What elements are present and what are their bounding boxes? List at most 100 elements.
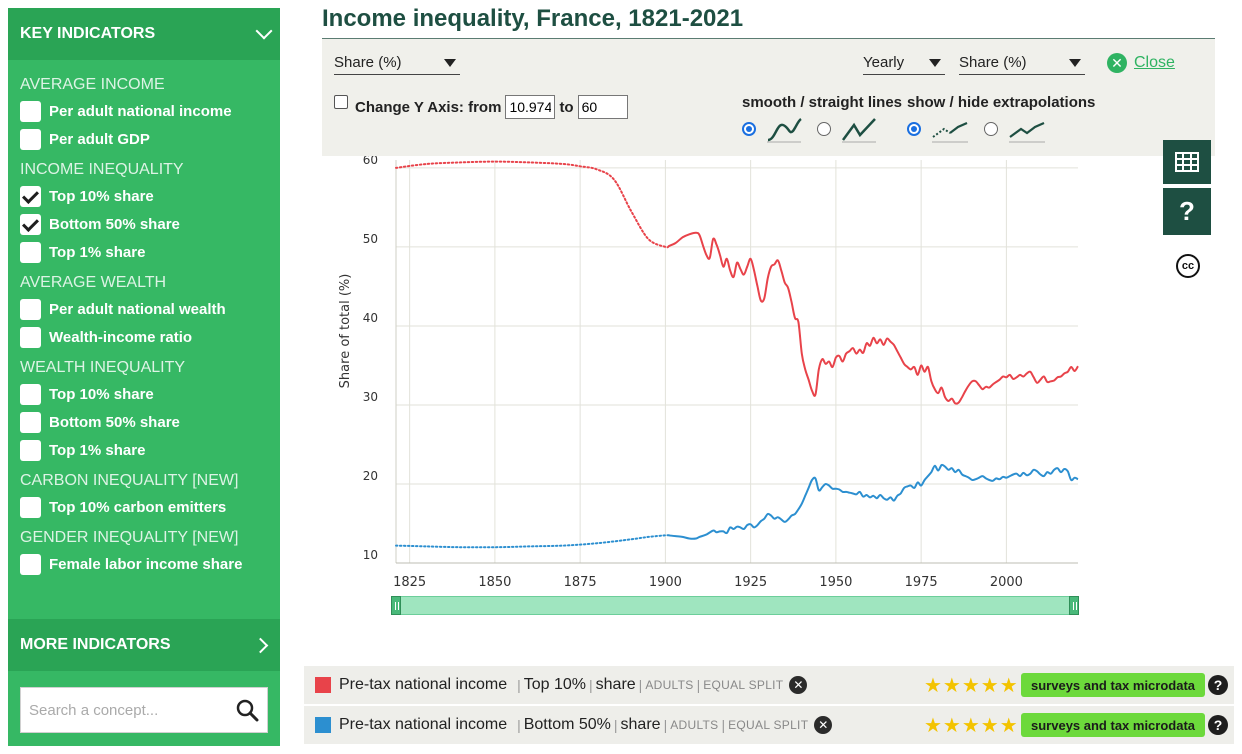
legend-measure: share bbox=[595, 676, 636, 693]
legend-population: ADULTS bbox=[645, 678, 694, 692]
table-icon bbox=[1175, 152, 1199, 172]
checkbox[interactable] bbox=[20, 553, 41, 575]
indicator-item[interactable]: Wealth-income ratio bbox=[8, 323, 280, 351]
indicator-item[interactable]: Top 10% share bbox=[8, 182, 280, 210]
extrapolations-label: show / hide extrapolations bbox=[907, 94, 1096, 111]
legend-group: Bottom 50% bbox=[523, 716, 611, 733]
more-indicators-button[interactable]: MORE INDICATORS bbox=[8, 619, 280, 671]
change-y-axis-row: Change Y Axis: from to bbox=[334, 95, 632, 119]
show-extrapolations-radio[interactable] bbox=[907, 122, 921, 136]
series-color-swatch bbox=[315, 717, 331, 733]
key-indicators-title: KEY INDICATORS bbox=[20, 25, 156, 42]
indicator-label: Bottom 50% share bbox=[49, 215, 180, 233]
legend-concept: Pre-tax national income bbox=[339, 716, 508, 733]
time-range-slider[interactable] bbox=[391, 596, 1079, 615]
hide-extrapolations-radio[interactable] bbox=[984, 122, 998, 136]
to-label: to bbox=[559, 98, 574, 116]
section-title: AVERAGE WEALTH bbox=[20, 274, 167, 291]
source-help-icon[interactable]: ? bbox=[1208, 675, 1228, 695]
x-tick-label: 1925 bbox=[734, 575, 767, 590]
indicator-item[interactable]: Per adult GDP bbox=[8, 125, 280, 153]
legend-concept: Pre-tax national income bbox=[339, 676, 508, 693]
indicator-label: Female labor income share bbox=[49, 555, 243, 573]
y-to-input[interactable] bbox=[577, 95, 628, 119]
search-icon[interactable] bbox=[235, 698, 259, 727]
range-handle-right[interactable] bbox=[1069, 596, 1079, 615]
series-line[interactable] bbox=[668, 231, 1079, 405]
indicator-label: Per adult GDP bbox=[49, 130, 150, 148]
legend-row: Pre-tax national income | Bottom 50% | share… bbox=[304, 706, 1234, 744]
checkbox[interactable] bbox=[20, 298, 41, 320]
help-button[interactable]: ? bbox=[1163, 188, 1211, 235]
indicator-item[interactable]: Top 1% share bbox=[8, 436, 280, 464]
unit-select[interactable]: Share (%) bbox=[334, 51, 460, 75]
series-extrapolated-line bbox=[395, 160, 670, 249]
checkbox[interactable] bbox=[20, 439, 41, 461]
checkbox[interactable] bbox=[20, 383, 41, 405]
change-y-axis-checkbox[interactable] bbox=[334, 95, 348, 109]
remove-series-icon[interactable]: ✕ bbox=[814, 716, 833, 734]
indicator-label: Per adult national wealth bbox=[49, 300, 226, 318]
y-tick-label: 30 bbox=[363, 390, 378, 404]
indicator-item[interactable]: Per adult national income bbox=[8, 97, 280, 125]
source-badge[interactable]: surveys and tax microdata bbox=[1021, 713, 1206, 737]
close-label: Close bbox=[1134, 54, 1175, 71]
change-y-axis-label: Change Y Axis: from bbox=[355, 98, 502, 116]
series-color-swatch bbox=[315, 677, 331, 693]
checkbox[interactable] bbox=[20, 496, 41, 518]
indicator-sections: AVERAGE INCOME Per adult national income P… bbox=[8, 60, 280, 578]
indicator-label: Top 10% share bbox=[49, 385, 154, 403]
indicator-item[interactable]: Per adult national wealth bbox=[8, 295, 280, 323]
checkbox[interactable] bbox=[20, 100, 41, 122]
source-help-icon[interactable]: ? bbox=[1208, 715, 1228, 735]
indicator-label: Top 10% share bbox=[49, 187, 154, 205]
frequency-select[interactable]: Yearly bbox=[863, 51, 945, 75]
series-line[interactable] bbox=[668, 463, 1079, 540]
indicator-item[interactable]: Bottom 50% share bbox=[8, 210, 280, 238]
straight-line-icon bbox=[841, 118, 876, 143]
search-box bbox=[20, 687, 268, 733]
x-tick-label: 1975 bbox=[905, 575, 938, 590]
indicator-label: Per adult national income bbox=[49, 102, 232, 120]
y-axis-label: Share of total (%) bbox=[338, 274, 353, 389]
checkbox[interactable] bbox=[20, 411, 41, 433]
more-indicators-label: MORE INDICATORS bbox=[20, 636, 171, 653]
y-tick-label: 40 bbox=[363, 311, 378, 325]
dropdown-arrow-icon bbox=[929, 59, 941, 67]
close-icon: ✕ bbox=[1107, 53, 1127, 73]
smooth-radio[interactable] bbox=[742, 122, 756, 136]
indicator-item[interactable]: Top 10% share bbox=[8, 380, 280, 408]
indicator-item[interactable]: Top 1% share bbox=[8, 238, 280, 266]
checkbox[interactable] bbox=[20, 241, 41, 263]
checked-checkbox[interactable] bbox=[20, 185, 41, 207]
y-tick-label: 50 bbox=[363, 232, 378, 246]
close-button[interactable]: ✕ Close bbox=[1107, 53, 1175, 73]
key-indicators-header[interactable]: KEY INDICATORS bbox=[8, 8, 280, 60]
x-tick-label: 2000 bbox=[990, 575, 1023, 590]
remove-series-icon[interactable]: ✕ bbox=[789, 676, 808, 694]
creative-commons-icon[interactable]: cc bbox=[1176, 254, 1200, 278]
x-tick-label: 1825 bbox=[393, 575, 426, 590]
y-from-input[interactable] bbox=[505, 95, 556, 119]
table-view-button[interactable] bbox=[1163, 140, 1211, 184]
unit-select-2[interactable]: Share (%) bbox=[959, 51, 1085, 75]
section-title: CARBON INEQUALITY [NEW] bbox=[20, 472, 239, 489]
indicator-item[interactable]: Top 10% carbon emitters bbox=[8, 493, 280, 521]
unit-select-value: Share (%) bbox=[334, 54, 402, 71]
y-tick-label: 10 bbox=[363, 548, 378, 562]
dotted-line-icon bbox=[932, 121, 968, 143]
dropdown-arrow-icon bbox=[444, 59, 456, 67]
range-handle-left[interactable] bbox=[391, 596, 401, 615]
section-title: AVERAGE INCOME bbox=[20, 76, 165, 93]
y-tick-label: 60 bbox=[363, 156, 378, 167]
checked-checkbox[interactable] bbox=[20, 213, 41, 235]
search-input[interactable] bbox=[21, 701, 221, 719]
indicator-item[interactable]: Bottom 50% share bbox=[8, 408, 280, 436]
source-badge[interactable]: surveys and tax microdata bbox=[1021, 673, 1206, 697]
checkbox[interactable] bbox=[20, 326, 41, 348]
indicator-item[interactable]: Female labor income share bbox=[8, 550, 280, 578]
checkbox[interactable] bbox=[20, 128, 41, 150]
line-chart: 10 20 30 40 50 60 1825 1850 1875 1900 1925 1950 1975… bbox=[338, 156, 1079, 590]
straight-radio[interactable] bbox=[817, 122, 831, 136]
sidebar: KEY INDICATORS AVERAGE INCOME Per adult n… bbox=[8, 8, 280, 746]
